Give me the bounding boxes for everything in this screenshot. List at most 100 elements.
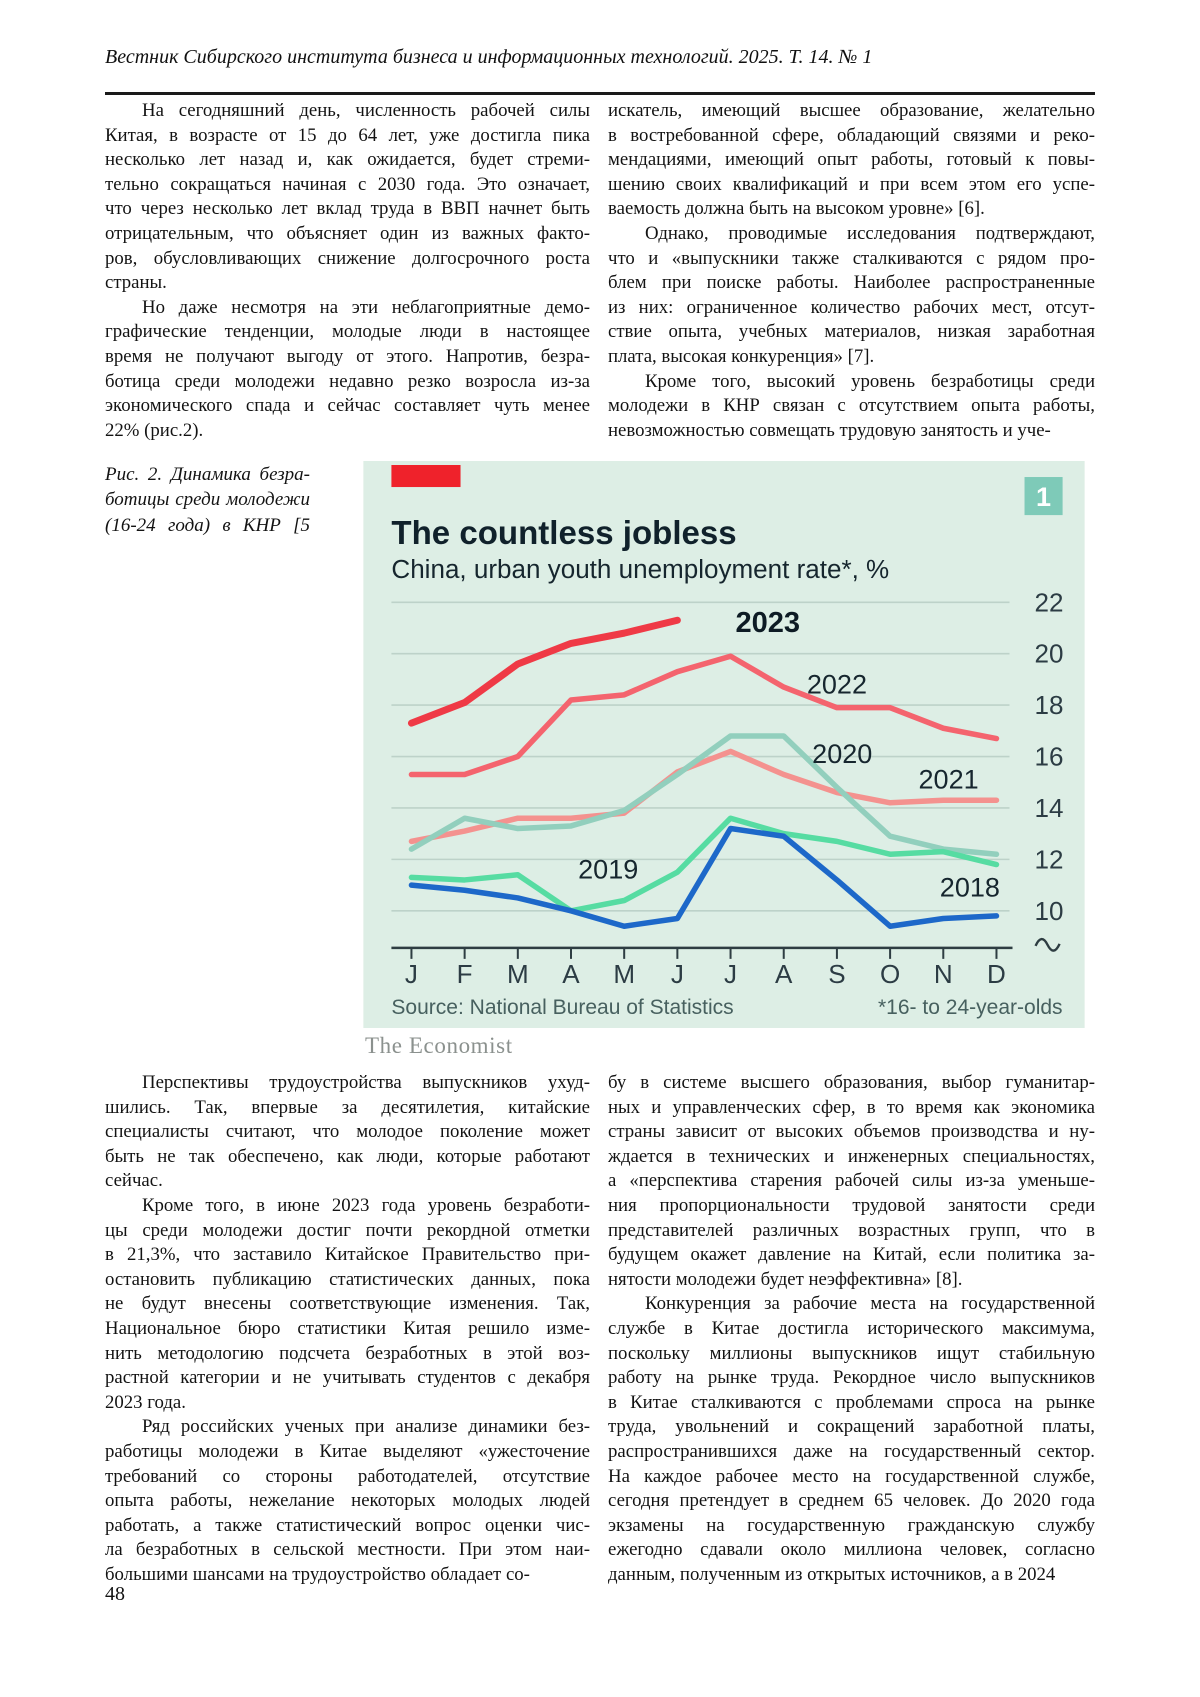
- left-column-top: На сегодняшний день, численность рабочей…: [105, 99, 590, 443]
- text-line: мендациями, имеющий опыт работы, готовый…: [608, 149, 1095, 171]
- text-line: Кроме того, в июне 2023 года уровень без…: [142, 1194, 590, 1216]
- series-2019: [408, 815, 1000, 914]
- text-line: страны зависит от высоких объемов произв…: [608, 1121, 1095, 1143]
- text-line: На сегодняшний день, численность рабочей…: [142, 100, 590, 121]
- text-line: нятости молодежи будет неэффективна» [8]…: [608, 1268, 963, 1290]
- text-line: растной категории и не учитывать студент…: [105, 1367, 590, 1389]
- series-label-2020: 2020: [812, 739, 872, 769]
- x-axis-label: D: [987, 959, 1006, 989]
- text-line: графические тенденции, молодые люди в на…: [105, 321, 590, 343]
- y-axis-label: 18: [1035, 690, 1064, 720]
- y-axis-label: 16: [1035, 742, 1064, 772]
- text-line: работицы молодежи в Китае выделяют «ужес…: [105, 1440, 590, 1462]
- x-axis-label: S: [828, 959, 845, 989]
- text-line: большими шансами на трудоустройство обла…: [105, 1563, 530, 1585]
- text-line: в востребованной сфере, обладающий связя…: [608, 124, 1095, 146]
- x-axis-label: M: [613, 959, 635, 989]
- paragraph: Кроме того, в июне 2023 года уровень без…: [105, 1194, 590, 1415]
- text-line: сегодня претендует в среднем 65 человек.…: [608, 1490, 1095, 1512]
- text-line: в 21,3%, что заставило Китайское Правите…: [105, 1244, 590, 1266]
- text-line: данным, полученным из открытых источнико…: [608, 1563, 1056, 1585]
- text-line: требований со стороны работодателей, отс…: [105, 1465, 590, 1487]
- text-line: Конкуренция за рабочие места на государс…: [645, 1293, 1095, 1315]
- text-line: время не получают выгоду от этого. Напро…: [105, 345, 590, 367]
- paragraph: Кроме того, высокий уровень безработицы …: [608, 370, 1095, 444]
- chart-background: [363, 461, 1085, 1028]
- text-line: работать, а также статистический вопрос …: [105, 1514, 590, 1536]
- paragraph: Конкуренция за рабочие места на государс…: [608, 1292, 1095, 1587]
- x-axis-label: A: [562, 959, 580, 989]
- text-line: нить методологию подсчета безработных в …: [105, 1342, 590, 1364]
- series-2022: [408, 653, 1000, 778]
- text-line: что через несколько лет вклад труда в ВВ…: [105, 198, 590, 220]
- text-line: ботица среди молодежи недавно резко возр…: [105, 370, 590, 392]
- text-line: шению своих квалификаций и при всем этом…: [608, 173, 1095, 195]
- text-line: сейчас.: [105, 1170, 163, 1192]
- text-line: специалисты считают, что молодое поколен…: [105, 1121, 590, 1143]
- text-line: Национальное бюро статистики Китая решил…: [105, 1317, 590, 1339]
- text-line: невозможностью совмещать трудовую занято…: [608, 419, 1051, 441]
- text-line: ла безработных в сельской местности. При…: [105, 1539, 590, 1561]
- x-axis-label: J: [405, 959, 418, 989]
- text-line: труда, увольнений и сокращений заработно…: [608, 1416, 1095, 1438]
- x-axis-label: J: [671, 959, 684, 989]
- x-axis-label: J: [724, 959, 737, 989]
- paragraph: Перспективы трудоустройства выпускников …: [105, 1071, 590, 1194]
- text-line: остановить публикацию статистических дан…: [105, 1268, 590, 1290]
- text-line: молодежи в КНР связан с отсутствием опыт…: [608, 395, 1095, 417]
- page-number: 48: [105, 1583, 125, 1605]
- x-axis-label: M: [507, 959, 529, 989]
- paragraph: бу в системе высшего образования, выбор …: [608, 1071, 1095, 1292]
- text-line: экзамены на государственную гражданскую …: [608, 1514, 1095, 1536]
- text-line: плата, высокая конкуренция» [7].: [608, 345, 875, 367]
- y-axis-label: 20: [1035, 639, 1064, 669]
- economist-red-tag: [391, 465, 461, 488]
- text-line: цы среди молодежи достиг почти рекордной…: [105, 1219, 590, 1241]
- y-axis-label: 10: [1035, 896, 1064, 926]
- paragraph: На сегодняшний день, численность рабочей…: [105, 99, 590, 296]
- y-axis-label: 12: [1035, 844, 1064, 874]
- text-line: блем при поиске работы. Наиболее распрос…: [608, 272, 1095, 294]
- chart-title: The countless jobless: [391, 515, 736, 552]
- text-line: 2023 года.: [105, 1391, 186, 1413]
- text-line: несколько лет назад и, как ожидается, бу…: [105, 149, 590, 171]
- text-line: тельно сокращаться начиная с 2030 года. …: [105, 173, 590, 195]
- text-line: не будут внесены соответствующие изменен…: [105, 1293, 590, 1315]
- x-axis-label: A: [775, 959, 793, 989]
- text-line: опыта работы, нежелание некоторых молоды…: [105, 1490, 590, 1512]
- text-line: шились. Так, впервые за десятилетия, кит…: [105, 1096, 590, 1118]
- x-axis-label: N: [934, 959, 953, 989]
- text-line: быть не так обеспечено, как люди, которы…: [105, 1145, 590, 1167]
- paragraph: Но даже несмотря на эти неблагоприятные …: [105, 296, 590, 444]
- text-line: Китая, в возрасте от 15 до 64 лет, уже д…: [105, 124, 590, 146]
- paragraph: искатель, имеющий высшее образование, же…: [608, 99, 1095, 222]
- text-line: распространившихся даже на государственн…: [608, 1440, 1095, 1462]
- left-column-bottom: Перспективы трудоустройства выпускников …: [105, 1071, 590, 1587]
- text-line: На каждое рабочее место на государственн…: [608, 1465, 1095, 1487]
- series-label-2022: 2022: [807, 670, 867, 700]
- text-line: 22% (рис.2).: [105, 419, 204, 441]
- text-line: ежегодно сдавали около миллиона человек,…: [608, 1539, 1095, 1561]
- y-axis-label: 14: [1035, 793, 1064, 823]
- text-line: ния пропорциональности трудовой занятост…: [608, 1194, 1095, 1216]
- chart-source: Source: National Bureau of Statistics: [391, 996, 733, 1019]
- figure-caption: Рис. 2. Динамика безра-ботицы среди моло…: [105, 462, 310, 538]
- text-line: Однако, проводимые исследования подтверж…: [645, 222, 1095, 244]
- x-axis-label: O: [880, 959, 900, 989]
- right-column-top: искатель, имеющий высшее образование, же…: [608, 99, 1095, 443]
- text-line: что и «выпускники также сталкиваются с р…: [608, 247, 1095, 269]
- panel-number-badge: [1024, 477, 1063, 516]
- text-line: ваемость должна быть на высоком уровне» …: [608, 198, 985, 220]
- panel-number: 1: [1036, 482, 1051, 512]
- series-2018: [408, 825, 1000, 929]
- series-label-2018: 2018: [940, 873, 1000, 903]
- series-label-2023: 2023: [735, 607, 800, 639]
- axis-break-squiggle: [1034, 937, 1061, 952]
- journal-running-header: Вестник Сибирского института бизнеса и и…: [105, 46, 873, 68]
- text-line: ждается в технических и инженерных специ…: [608, 1145, 1095, 1167]
- right-column-bottom: бу в системе высшего образования, выбор …: [608, 1071, 1095, 1587]
- text-line: ствие опыта, учебных материалов, низкая …: [608, 321, 1095, 343]
- text-line: отрицательным, что объясняет один из важ…: [105, 222, 590, 244]
- y-axis-label: 22: [1035, 587, 1064, 617]
